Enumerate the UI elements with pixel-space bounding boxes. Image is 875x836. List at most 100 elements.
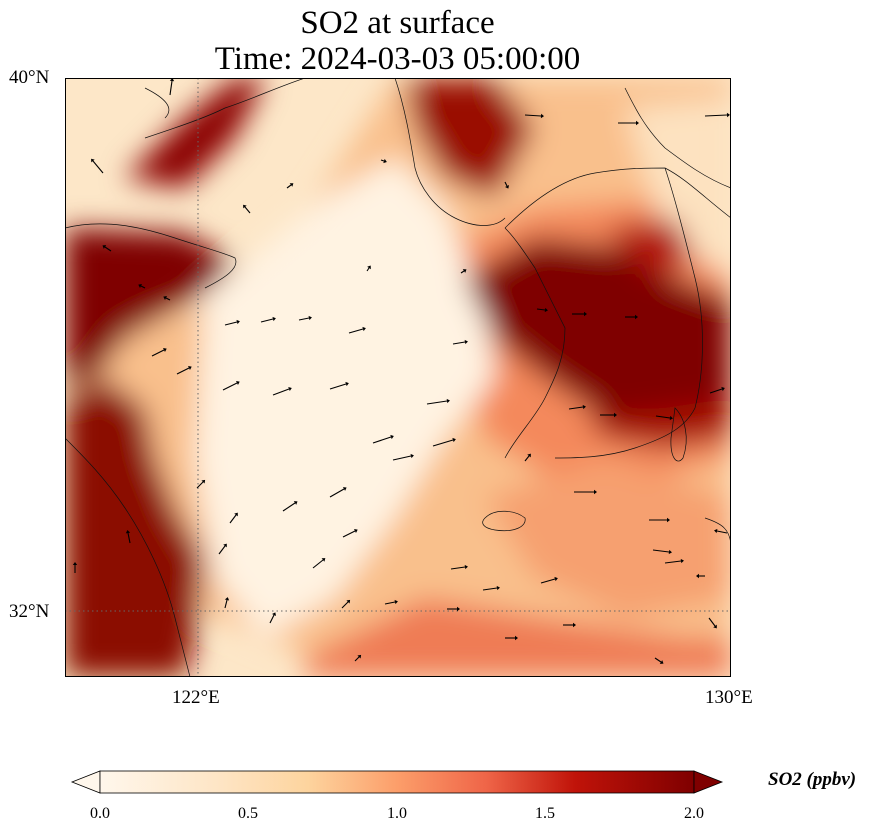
wind-arrow [224,599,228,609]
colorbar-min-extend [70,770,101,794]
colorbar-max-extend [693,770,724,794]
wind-arrow [104,246,112,252]
wind-arrow-head [584,311,587,317]
map-title: SO2 at surface [300,5,495,41]
so2-field [65,78,731,677]
wind-arrow-head [169,78,175,82]
wind-arrow [269,614,275,624]
wind-arrow-head [163,296,167,300]
wind-arrow-head [667,517,670,523]
wind-arrow [196,481,204,489]
wind-arrow [272,388,290,396]
wind-arrow [224,321,238,326]
wind-arrow [450,566,466,570]
wind-arrow-head [554,576,558,582]
wind-arrow [229,514,237,524]
wind-arrow [127,532,131,544]
wind-arrow [426,400,448,405]
wind-arrow-head [354,529,358,533]
wind-arrow-head [308,315,312,321]
wind-arrow [92,160,104,174]
wind-arrow [704,114,728,117]
map-frame [65,78,731,677]
colorbar-tick-1-5: 1.5 [535,805,555,822]
wind-arrow-head [713,624,717,629]
wind-arrow [176,367,190,375]
wind-arrow [708,617,716,627]
wind-arrow-head [446,398,450,404]
wind-arrow-head [680,558,684,564]
wind-arrow-head [527,453,531,458]
wind-arrow [392,455,412,461]
wind-arrow-head [614,412,617,418]
wind-arrow-head [515,635,518,641]
wind-arrow [348,328,364,334]
wind-arrow-head [669,415,673,421]
colorbar-tick-0: 0.0 [90,805,110,822]
colorbar-tick-0-5: 0.5 [238,805,258,822]
lon-tick-130e: 130°E [705,687,753,708]
wind-arrow [342,530,356,538]
wind-arrow [568,406,584,410]
wind-arrow [540,578,556,584]
wind-arrow [652,549,670,553]
wind-arrow-head [102,245,107,249]
wind-arrow-head [594,489,597,495]
wind-arrow-head [223,543,227,548]
wind-arrow [282,502,296,512]
wind-arrow-head [410,453,414,459]
so2-map [65,78,731,677]
colorbar [70,770,724,794]
wind-arrow-head [696,573,699,579]
wind-arrow-head [293,501,298,505]
wind-arrow [504,181,508,187]
wind-arrow-head [544,307,548,313]
wind-vectors [72,78,730,664]
wind-arrow [524,455,530,462]
wind-arrow [286,184,292,189]
wind-arrow [716,530,728,534]
wind-arrow [709,388,723,394]
wind-arrow-head [452,437,456,443]
lat-tick-32n: 32°N [9,601,50,622]
wind-arrow-head [289,183,294,187]
wind-arrow-head [342,487,347,491]
wind-arrow-head [464,564,468,570]
wind-arrow [452,341,466,345]
wind-arrow-head [272,612,276,616]
map-canvas [65,78,731,677]
wind-arrow-head [462,269,467,273]
wind-arrow [329,383,347,390]
wind-arrow-head [457,606,460,612]
wind-arrow-head [573,622,576,628]
wind-arrow-head [236,319,240,325]
wind-arrow-head [224,597,230,601]
colorbar-label: SO2 (ppbv) [768,769,857,790]
wind-arrow [366,267,370,272]
wind-arrow [654,657,662,663]
wind-arrow-head [726,112,730,118]
wind-arrow [380,159,385,162]
wind-arrow-head [201,479,206,484]
wind-arrow [655,415,671,419]
wind-arrow [482,587,498,591]
wind-arrow-head [346,599,351,604]
wind-arrow-head [163,348,167,352]
wind-arrow [524,114,542,117]
wind-arrow-head [668,549,672,555]
colorbar-tick-1-0: 1.0 [387,805,407,822]
map-subtitle-time: Time: 2024-03-03 05:00:00 [214,41,581,77]
wind-arrow-head [91,158,95,163]
wind-arrow-head [72,562,78,565]
wind-arrow [372,436,392,444]
coastlines [65,78,731,677]
wind-arrow [151,349,165,357]
wind-arrow-head [367,265,371,270]
wind-arrow-head [243,204,247,209]
wind-arrow-head [125,530,131,534]
wind-arrow-head [236,381,240,385]
wind-arrow-head [496,585,500,591]
wind-arrow-head [390,434,394,440]
wind-arrow [384,601,396,605]
wind-arrow [341,601,349,609]
